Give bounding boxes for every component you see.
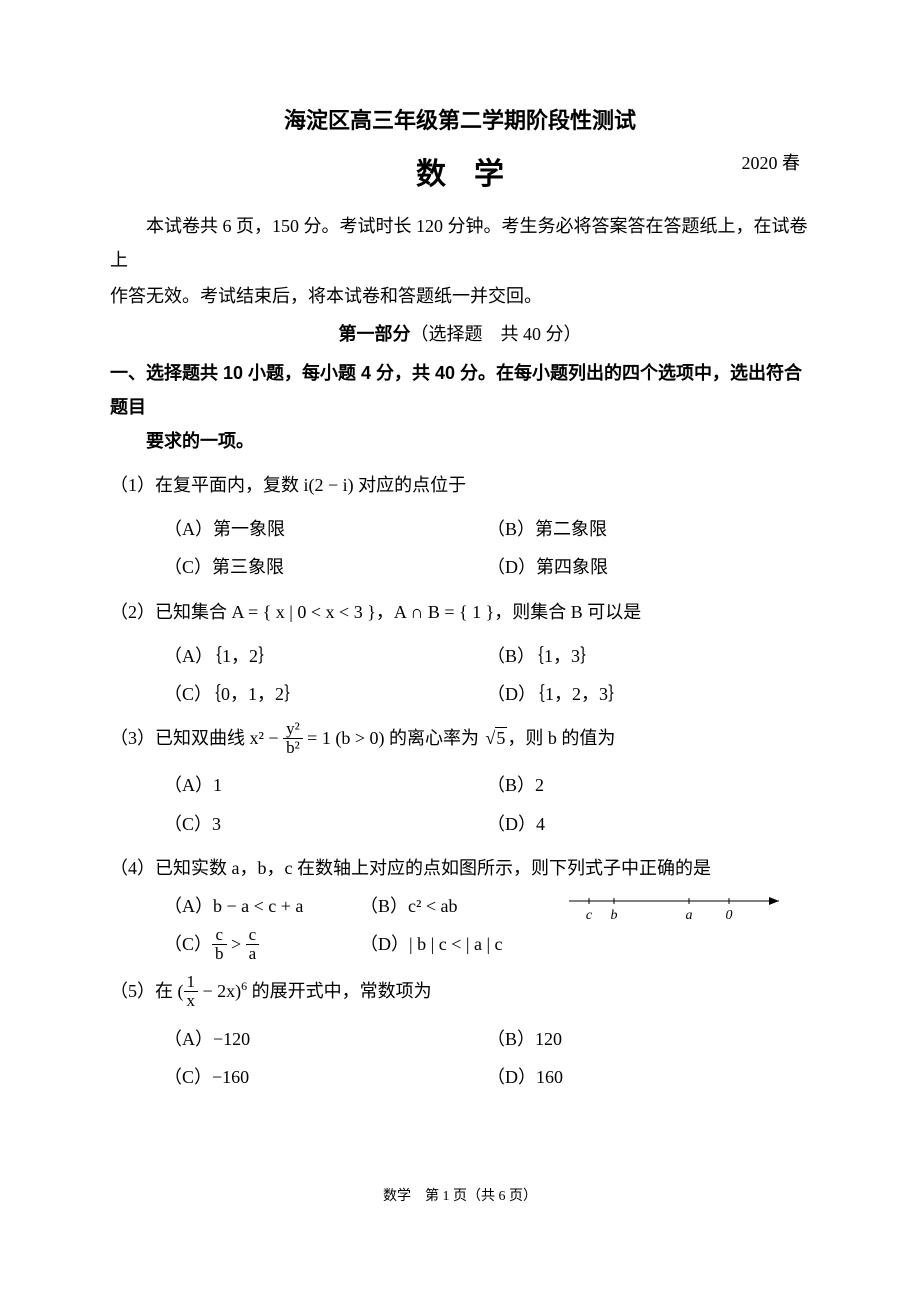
q2-text: （2）已知集合 A = { x | 0 < x < 3 }，A ∩ B = { … xyxy=(110,595,810,629)
q5-mid: − 2x) xyxy=(198,981,241,1001)
intro-line-1: 本试卷共 6 页，150 分。考试时长 120 分钟。考生务必将答案答在答题纸上… xyxy=(110,209,810,277)
question-1: （1）在复平面内，复数 i(2 − i) 对应的点位于 （A）第一象限 （B）第… xyxy=(110,468,810,585)
page-title-subject: 数学 xyxy=(388,146,532,203)
part-label: 第一部分（选择题 共 40 分） xyxy=(110,317,810,351)
q4-c-f1d: b xyxy=(212,945,227,963)
q1-option-b: （B）第二象限 xyxy=(487,512,810,546)
q3-tail: ，则 b 的值为 xyxy=(507,728,615,748)
part-label-rest: （选择题 共 40 分） xyxy=(411,324,582,344)
page-title-line1: 海淀区高三年级第二学期阶段性测试 xyxy=(110,100,810,142)
question-5: （5）在 (1x − 2x)6 的展开式中，常数项为 （A）−120 （B）12… xyxy=(110,974,810,1094)
q5-option-c: （C）−160 xyxy=(164,1060,487,1094)
svg-text:a: a xyxy=(686,908,693,923)
q3-frac-num: y² xyxy=(283,720,303,739)
q3-text: （3）已知双曲线 x² − y²b² = 1 (b > 0) 的离心率为 √5，… xyxy=(110,721,810,758)
q4-c-pre: （C） xyxy=(164,934,212,954)
exam-page: 海淀区高三年级第二学期阶段性测试 数学 2020 春 本试卷共 6 页，150 … xyxy=(0,0,920,1261)
question-3: （3）已知双曲线 x² − y²b² = 1 (b > 0) 的离心率为 √5，… xyxy=(110,721,810,841)
q3-eqn-left: x² − xyxy=(250,728,284,748)
q4-c-mid: > xyxy=(227,934,246,954)
q3-option-c: （C）3 xyxy=(164,807,487,841)
q4-option-b: （B）c² < ab xyxy=(360,889,556,923)
question-2: （2）已知集合 A = { x | 0 < x < 3 }，A ∩ B = { … xyxy=(110,595,810,712)
section-head-line1: 一、选择题共 10 小题，每小题 4 分，共 40 分。在每小题列出的四个选项中… xyxy=(110,363,802,417)
question-4: （4）已知实数 a，b，c 在数轴上对应的点如图所示，则下列式子中正确的是 （A… xyxy=(110,851,810,965)
q5-options: （A）−120 （B）120 （C）−160 （D）160 xyxy=(110,1018,810,1094)
exam-date: 2020 春 xyxy=(742,146,801,180)
q4-c-frac2: ca xyxy=(246,926,260,963)
q4-c-f1n: c xyxy=(212,926,227,945)
svg-text:0: 0 xyxy=(726,908,733,923)
q3-frac-den: b² xyxy=(283,739,303,757)
q3-fraction: y²b² xyxy=(283,720,303,757)
q3-option-a: （A）1 xyxy=(164,768,487,802)
q3-sqrt-val: 5 xyxy=(495,727,507,748)
q5-fraction: 1x xyxy=(184,973,199,1010)
svg-text:c: c xyxy=(586,908,593,923)
q1-option-a: （A）第一象限 xyxy=(164,512,487,546)
q5-text: （5）在 (1x − 2x)6 的展开式中，常数项为 xyxy=(110,974,810,1011)
q1-text: （1）在复平面内，复数 i(2 − i) 对应的点位于 xyxy=(110,468,810,502)
q2-option-d: （D）｛1，2，3｝ xyxy=(487,677,810,711)
title-row: 数学 2020 春 xyxy=(110,146,810,203)
numberline-svg: c b a 0 xyxy=(564,889,794,929)
q4-option-c: （C）cb > ca xyxy=(164,927,360,964)
q4-c-f2d: a xyxy=(246,945,260,963)
q2-option-b: （B）｛1，3｝ xyxy=(487,639,810,673)
q3-post: 的离心率为 xyxy=(384,728,483,748)
q3-sqrt: √5 xyxy=(483,721,507,755)
q1-options: （A）第一象限 （B）第二象限 （C）第三象限 （D）第四象限 xyxy=(110,508,810,584)
q2-option-c: （C）｛0，1，2｝ xyxy=(164,677,487,711)
q5-pre: （5）在 xyxy=(110,981,178,1001)
q3-eqn-right: = 1 (b > 0) xyxy=(303,728,385,748)
page-footer: 数学 第 1 页（共 6 页） xyxy=(110,1184,810,1211)
q4-body: （A）b − a < c + a （B）c² < ab （C）cb > ca （… xyxy=(110,885,810,964)
q4-c-frac1: cb xyxy=(212,926,227,963)
q4-text: （4）已知实数 a，b，c 在数轴上对应的点如图所示，则下列式子中正确的是 xyxy=(110,851,810,885)
q5-option-a: （A）−120 xyxy=(164,1022,487,1056)
q4-options: （A）b − a < c + a （B）c² < ab （C）cb > ca （… xyxy=(110,885,556,964)
q5-post: 的展开式中，常数项为 xyxy=(247,981,432,1001)
q1-option-c: （C）第三象限 xyxy=(164,550,487,584)
q4-option-a: （A）b − a < c + a xyxy=(164,889,360,923)
q2-options: （A）｛1，2｝ （B）｛1，3｝ （C）｛0，1，2｝ （D）｛1，2，3｝ xyxy=(110,635,810,711)
q1-option-d: （D）第四象限 xyxy=(487,550,810,584)
q5-frac-den: x xyxy=(184,992,199,1010)
q5-frac-num: 1 xyxy=(184,973,199,992)
q4-numberline: c b a 0 xyxy=(556,885,810,940)
q2-option-a: （A）｛1，2｝ xyxy=(164,639,487,673)
q5-option-b: （B）120 xyxy=(487,1022,810,1056)
q3-pre: （3）已知双曲线 xyxy=(110,728,250,748)
q3-option-d: （D）4 xyxy=(487,807,810,841)
section-heading: 一、选择题共 10 小题，每小题 4 分，共 40 分。在每小题列出的四个选项中… xyxy=(110,356,810,459)
q4-option-d: （D）| b | c < | a | c xyxy=(360,927,556,964)
q5-option-d: （D）160 xyxy=(487,1060,810,1094)
intro-line-2: 作答无效。考试结束后，将本试卷和答题纸一并交回。 xyxy=(110,279,810,313)
q4-c-f2n: c xyxy=(246,926,260,945)
section-head-line2: 要求的一项。 xyxy=(110,424,810,458)
svg-text:b: b xyxy=(611,908,618,923)
q3-option-b: （B）2 xyxy=(487,768,810,802)
q3-options: （A）1 （B）2 （C）3 （D）4 xyxy=(110,764,810,840)
part-label-bold: 第一部分 xyxy=(339,324,411,344)
